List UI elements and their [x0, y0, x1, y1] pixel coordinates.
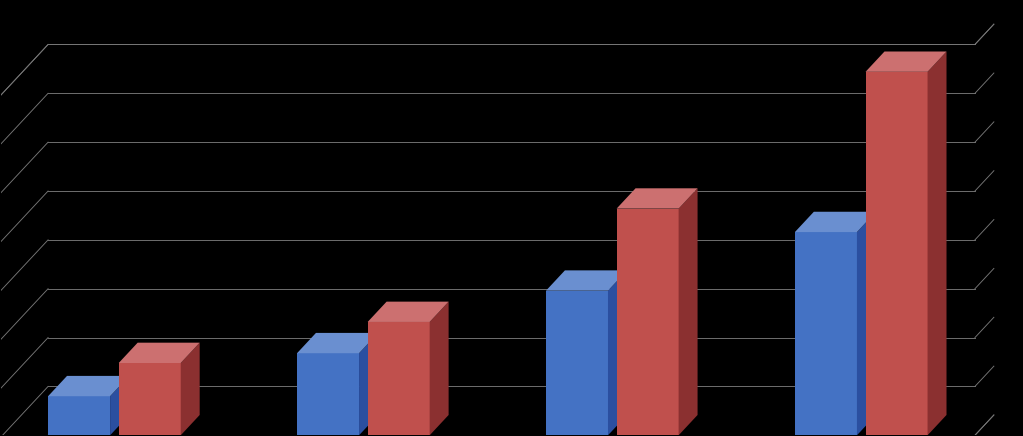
- Polygon shape: [608, 270, 627, 435]
- Polygon shape: [110, 376, 129, 435]
- Polygon shape: [119, 363, 181, 435]
- Polygon shape: [546, 270, 627, 291]
- Polygon shape: [546, 291, 608, 435]
- Polygon shape: [865, 72, 928, 435]
- Polygon shape: [181, 343, 199, 435]
- Polygon shape: [795, 232, 857, 435]
- Polygon shape: [795, 212, 876, 232]
- Polygon shape: [359, 333, 377, 435]
- Polygon shape: [617, 188, 698, 208]
- Polygon shape: [430, 302, 449, 435]
- Polygon shape: [119, 343, 199, 363]
- Polygon shape: [297, 333, 377, 353]
- Polygon shape: [297, 353, 359, 435]
- Polygon shape: [617, 208, 678, 435]
- Polygon shape: [857, 212, 876, 435]
- Polygon shape: [48, 376, 129, 396]
- Polygon shape: [678, 188, 698, 435]
- Polygon shape: [928, 51, 946, 435]
- Polygon shape: [48, 396, 110, 435]
- Polygon shape: [367, 302, 449, 322]
- Polygon shape: [865, 51, 946, 72]
- Polygon shape: [367, 322, 430, 435]
